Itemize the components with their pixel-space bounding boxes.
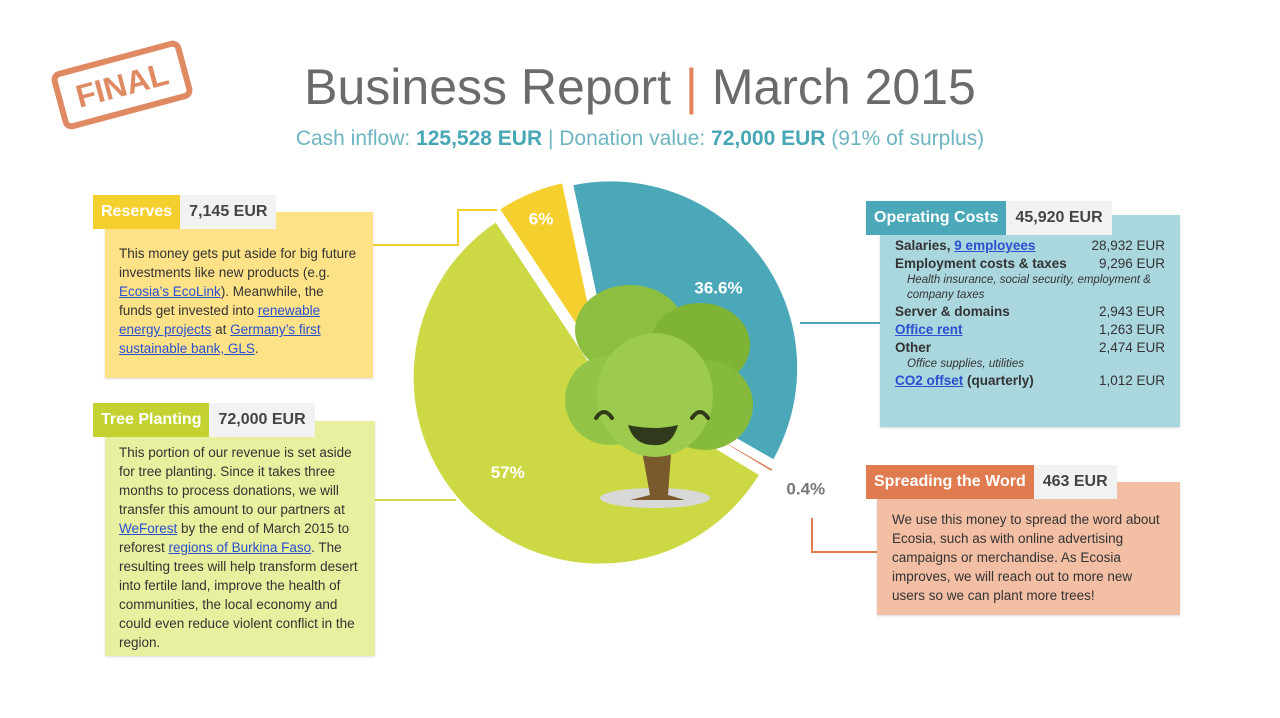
panel-title: Operating Costs [866, 201, 1007, 235]
panel-header: Operating Costs 45,920 EUR [866, 201, 1112, 235]
link[interactable]: regions of Burkina Faso [168, 540, 312, 555]
panel-title: Tree Planting [93, 403, 210, 437]
text: . The resulting trees will help transfor… [119, 540, 358, 650]
tree-illustration [565, 285, 753, 508]
cost-label: Employment costs & taxes [895, 255, 1067, 273]
link[interactable]: 9 employees [954, 238, 1036, 253]
panel-header: Tree Planting 72,000 EUR [93, 403, 315, 437]
text: at [211, 322, 231, 337]
cost-amount: 2,943 EUR [1098, 304, 1165, 319]
cost-note: Office supplies, utilities [907, 358, 1024, 370]
cost-row: Server & domains 2,943 EUR [895, 303, 1165, 321]
text: (quarterly) [963, 373, 1034, 388]
text: Employment costs & taxes [895, 256, 1067, 271]
link[interactable]: Germany’s first sustainable bank, GLS [119, 322, 321, 356]
text: We use this money to spread the word abo… [892, 512, 1160, 603]
slice-label: 0.4% [786, 480, 825, 499]
connector [373, 209, 505, 246]
text: ). Meanwhile, the funds get invested int… [119, 284, 324, 318]
cost-label: CO2 offset (quarterly) [895, 372, 1034, 390]
panel-amount: 7,145 EUR [180, 195, 277, 229]
text: . [254, 341, 259, 356]
foliage [597, 333, 713, 457]
subtitle-part: 72,000 EUR [711, 127, 826, 150]
panel-amount: 72,000 EUR [209, 403, 315, 437]
cost-amount: 1,263 EUR [1098, 322, 1165, 337]
title: Business Report | March 2015 [0, 58, 1280, 116]
text: by the end of March 2015 to reforest [119, 521, 350, 555]
panel: Salaries, 9 employees 28,932 EUR Employmen… [880, 215, 1180, 427]
cost-amount: 1,012 EUR [1098, 373, 1165, 388]
cost-label: Office rent [895, 321, 963, 339]
cost-row: Salaries, 9 employees 28,932 EUR [895, 237, 1165, 255]
panel-header: Spreading the Word 463 EUR [866, 465, 1117, 499]
subtitle-part: (91% of surplus) [825, 127, 985, 150]
panel-amount: 45,920 EUR [1006, 201, 1112, 235]
text: This portion of our revenue is set aside… [119, 445, 352, 517]
cost-row: Other 2,474 EUR [895, 339, 1165, 357]
cost-row: Employment costs & taxes 9,296 EUR [895, 255, 1165, 273]
text: Other [895, 340, 932, 355]
cost-amount: 9,296 EUR [1098, 256, 1165, 271]
link[interactable]: renewable energy projects [119, 303, 321, 337]
panel-title: Spreading the Word [866, 465, 1034, 499]
slice-label: 57% [491, 463, 525, 482]
subtitle: Cash inflow: 125,528 EUR | Donation valu… [0, 127, 1280, 151]
text: Server & domains [895, 304, 1010, 319]
panel: This money gets put aside for big future… [105, 212, 373, 378]
panel-amount: 463 EUR [1033, 465, 1117, 499]
title-text: Business Report [304, 59, 671, 115]
subtitle-part: Cash inflow: [295, 127, 417, 150]
cost-note: Health insurance, social security, emplo… [907, 274, 1151, 301]
mouth [628, 425, 678, 446]
panel: This portion of our revenue is set aside… [105, 421, 375, 656]
link[interactable]: CO2 offset [895, 373, 964, 388]
title-separator: | [684, 59, 698, 115]
cost-label: Salaries, 9 employees [895, 237, 1035, 255]
text: Salaries, [895, 238, 955, 253]
link[interactable]: Office rent [895, 322, 963, 337]
link[interactable]: WeForest [119, 521, 178, 536]
pie-slice [496, 179, 604, 367]
slice-label: 36.6% [694, 279, 742, 298]
panel: We use this money to spread the word abo… [877, 482, 1180, 615]
cost-amount: 2,474 EUR [1098, 340, 1165, 355]
eyes [594, 410, 710, 420]
cost-row: Office rent 1,263 EUR [895, 321, 1165, 339]
text: This money gets put aside for big future… [119, 246, 357, 280]
panel-title: Reserves [93, 195, 181, 229]
cost-label: Other [895, 339, 931, 357]
link[interactable]: Ecosia’s EcoLink [119, 284, 221, 299]
stamp-frame [51, 40, 193, 130]
title-date: March 2015 [711, 59, 976, 115]
subtitle-part: 125,528 EUR [416, 127, 543, 150]
connector [811, 518, 877, 553]
cost-row: CO2 offset (quarterly) 1,012 EUR [895, 372, 1165, 390]
subtitle-part: | Donation value: [542, 127, 712, 150]
panel-header: Reserves 7,145 EUR [93, 195, 277, 229]
cost-label: Server & domains [895, 303, 1010, 321]
cost-amount: 28,932 EUR [1091, 238, 1165, 253]
connectors [373, 209, 880, 553]
slice-label: 6% [529, 209, 554, 228]
